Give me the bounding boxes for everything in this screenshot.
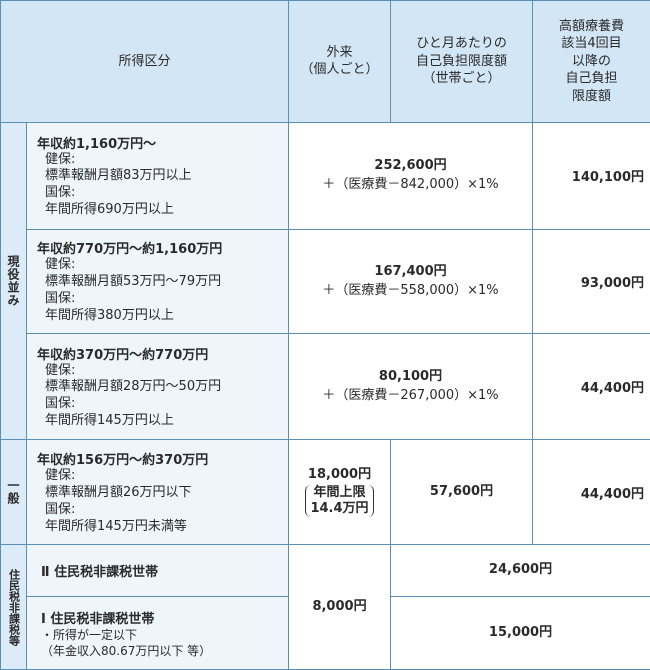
income-range: 年収約156万円～約370万円 bbox=[37, 452, 209, 468]
low-income-type2-limit: 24,600円 bbox=[390, 544, 650, 598]
table-row: 年収約370万円～約770万円 健保: 標準報酬月額28万円～50万円 国保: … bbox=[1, 333, 650, 441]
annual-cap-label: 年間上限 bbox=[313, 484, 366, 500]
outpatient-amount: 18,000円 bbox=[307, 466, 372, 482]
monthly-limit-cell: 252,600円 ＋（医療費－842,000）×1% bbox=[288, 121, 534, 230]
kokuho-value: 年間所得380万円以上 bbox=[45, 307, 174, 323]
header-monthly-line1: ひと月あたりの bbox=[416, 36, 507, 52]
header-outpatient-line1: 外来 bbox=[326, 44, 353, 60]
outpatient-limit-cell: 18,000円 年間上限 14.4万円 bbox=[288, 439, 392, 546]
table-row: 一般 年収約156万円～約370万円 健保: 標準報酬月額26万円以下 国保: … bbox=[0, 439, 650, 546]
header-fourth-time: 高額療養費 該当4回目 以降の 自己負担 限度額 bbox=[532, 0, 650, 123]
kenpo-label: 健保: bbox=[45, 362, 76, 378]
kenpo-label: 健保: bbox=[45, 467, 76, 483]
kokuho-label: 国保: bbox=[45, 185, 76, 201]
header-row: 所得区分 外来 （個人ごと） ひと月あたりの 自己負担限度額 （世帯ごと） 高額… bbox=[0, 0, 650, 123]
table-row: Ⅰ 住民税非課税世帯 ・所得が一定以下 （年金収入80.67万円以下 等） 15… bbox=[1, 596, 650, 670]
fourth-time-limit: 44,400円 bbox=[532, 439, 650, 546]
monthly-limit-cell: 57,600円 bbox=[390, 439, 534, 546]
limit-amount: 80,100円 bbox=[378, 369, 443, 385]
header-fourth-line3: 以降の bbox=[572, 53, 612, 69]
kenpo-value: 標準報酬月額26万円以下 bbox=[45, 484, 192, 500]
kenpo-value: 標準報酬月額28万円～50万円 bbox=[45, 379, 222, 395]
low-income-type1-limit: 15,000円 bbox=[390, 596, 650, 670]
kokuho-value: 年間所得145万円以上 bbox=[45, 413, 174, 429]
kenpo-label: 健保: bbox=[45, 257, 76, 273]
limit-formula: ＋（医療費－842,000）×1% bbox=[322, 176, 499, 192]
low-income-note1: ・所得が一定以下 bbox=[41, 627, 138, 642]
group-label-ippan: 一般 bbox=[0, 439, 27, 546]
low-income-type2: Ⅱ 住民税非課税世帯 bbox=[25, 544, 290, 598]
kokuho-label: 国保: bbox=[45, 291, 76, 307]
header-fourth-line5: 限度額 bbox=[572, 88, 612, 104]
income-category-cell: 年収約770万円～約1,160万円 健保: 標準報酬月額53万円～79万円 国保… bbox=[25, 228, 290, 335]
kenpo-value: 標準報酬月額83万円以上 bbox=[45, 168, 192, 184]
header-fourth-line4: 自己負担 bbox=[565, 71, 618, 87]
kokuho-label: 国保: bbox=[45, 501, 76, 517]
group-label-genekinami: 現役並み bbox=[0, 121, 27, 441]
limit-amount: 167,400円 bbox=[374, 263, 447, 279]
income-category-cell: 年収約1,160万円～ 健保: 標準報酬月額83万円以上 国保: 年間所得690… bbox=[25, 121, 290, 230]
header-monthly-line3: （世帯ごと） bbox=[422, 71, 501, 87]
kokuho-value: 年間所得690万円以上 bbox=[45, 202, 174, 218]
fourth-time-limit: 140,100円 bbox=[532, 121, 650, 230]
monthly-limit-cell: 80,100円 ＋（医療費－267,000）×1% bbox=[288, 333, 534, 441]
low-income-note2: （年金収入80.67万円以下 等） bbox=[41, 643, 212, 658]
income-range: 年収約370万円～約770万円 bbox=[37, 347, 209, 363]
income-range: 年収約1,160万円～ bbox=[37, 136, 157, 152]
header-monthly-limit: ひと月あたりの 自己負担限度額 （世帯ごと） bbox=[390, 0, 534, 123]
income-category-cell: 年収約370万円～約770万円 健保: 標準報酬月額28万円～50万円 国保: … bbox=[25, 333, 290, 441]
group-label-jumin: 住民税非課税等 bbox=[0, 544, 27, 670]
income-range: 年収約770万円～約1,160万円 bbox=[37, 242, 223, 258]
header-monthly-line2: 自己負担限度額 bbox=[416, 53, 508, 69]
low-income-type1-title: Ⅰ 住民税非課税世帯 bbox=[41, 611, 155, 627]
income-category-cell: 年収約156万円～約370万円 健保: 標準報酬月額26万円以下 国保: 年間所… bbox=[25, 439, 290, 546]
annual-cap-value: 14.4万円 bbox=[310, 500, 369, 516]
monthly-limit-cell: 167,400円 ＋（医療費－558,000）×1% bbox=[288, 228, 534, 335]
limit-formula: ＋（医療費－267,000）×1% bbox=[322, 387, 499, 403]
header-outpatient-line2: （個人ごと） bbox=[300, 62, 379, 78]
kokuho-label: 国保: bbox=[45, 396, 76, 412]
fourth-time-limit: 93,000円 bbox=[532, 228, 650, 335]
kokuho-value: 年間所得145万円未満等 bbox=[45, 518, 187, 534]
table-row: 現役並み 年収約1,160万円～ 健保: 標準報酬月額83万円以上 国保: 年間… bbox=[0, 121, 650, 441]
annual-cap-note: 年間上限 14.4万円 bbox=[305, 484, 374, 518]
kenpo-value: 標準報酬月額53万円～79万円 bbox=[45, 274, 222, 290]
low-income-outpatient: 8,000円 bbox=[288, 544, 392, 670]
header-fourth-line1: 高額療養費 bbox=[559, 18, 625, 34]
fourth-time-limit: 44,400円 bbox=[532, 333, 650, 441]
table-row: 住民税非課税等 Ⅱ 住民税非課税世帯 8,000円 24,600円 bbox=[0, 544, 650, 670]
header-income-category: 所得区分 bbox=[0, 0, 290, 123]
limit-formula: ＋（医療費－558,000）×1% bbox=[322, 282, 499, 298]
low-income-type1: Ⅰ 住民税非課税世帯 ・所得が一定以下 （年金収入80.67万円以下 等） bbox=[25, 596, 290, 670]
kenpo-label: 健保: bbox=[45, 151, 76, 167]
limit-amount: 252,600円 bbox=[374, 157, 447, 173]
table-row: 年収約770万円～約1,160万円 健保: 標準報酬月額53万円～79万円 国保… bbox=[1, 228, 650, 335]
header-outpatient: 外来 （個人ごと） bbox=[288, 0, 392, 123]
header-fourth-line2: 該当4回目 bbox=[561, 36, 622, 52]
